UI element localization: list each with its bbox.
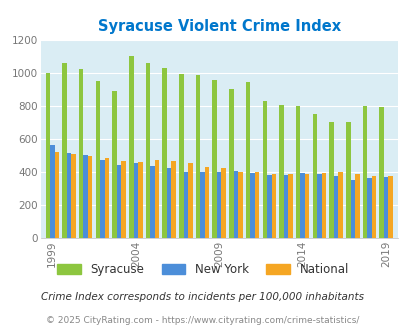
Bar <box>328 122 333 238</box>
Bar <box>304 174 309 238</box>
Bar <box>233 171 238 238</box>
Bar <box>79 69 83 238</box>
Bar <box>295 106 300 238</box>
Bar <box>388 176 392 238</box>
Bar <box>112 91 117 238</box>
Bar <box>179 74 183 238</box>
Bar <box>367 178 371 238</box>
Bar <box>271 174 275 238</box>
Bar <box>88 156 92 238</box>
Bar <box>279 105 283 238</box>
Bar <box>133 163 138 238</box>
Bar <box>188 163 192 238</box>
Bar <box>45 73 50 238</box>
Bar <box>100 160 104 238</box>
Bar <box>354 174 359 238</box>
Bar <box>154 160 159 238</box>
Bar <box>266 175 271 238</box>
Bar <box>262 101 266 238</box>
Bar <box>104 158 109 238</box>
Bar <box>54 152 59 238</box>
Bar <box>171 161 175 238</box>
Bar <box>300 173 304 238</box>
Bar <box>117 165 121 238</box>
Bar <box>183 172 188 238</box>
Bar <box>383 178 388 238</box>
Bar <box>195 75 200 238</box>
Bar <box>362 106 367 238</box>
Bar <box>66 153 71 238</box>
Bar <box>312 114 316 238</box>
Bar <box>333 176 337 238</box>
Text: Crime Index corresponds to incidents per 100,000 inhabitants: Crime Index corresponds to incidents per… <box>41 292 364 302</box>
Bar <box>379 107 383 238</box>
Bar <box>62 63 66 238</box>
Bar <box>145 63 150 238</box>
Bar <box>71 154 76 238</box>
Bar <box>212 80 216 238</box>
Bar <box>129 56 133 238</box>
Bar <box>216 172 221 238</box>
Bar <box>166 168 171 238</box>
Bar <box>221 168 226 238</box>
Bar <box>254 172 259 238</box>
Bar <box>316 174 321 238</box>
Bar <box>150 166 154 238</box>
Bar <box>337 172 342 238</box>
Bar <box>238 172 242 238</box>
Bar <box>162 68 166 238</box>
Bar <box>95 81 100 238</box>
Bar <box>204 167 209 238</box>
Bar <box>345 122 350 238</box>
Bar <box>138 162 142 238</box>
Text: © 2025 CityRating.com - https://www.cityrating.com/crime-statistics/: © 2025 CityRating.com - https://www.city… <box>46 315 359 325</box>
Bar <box>321 173 325 238</box>
Title: Syracuse Violent Crime Index: Syracuse Violent Crime Index <box>98 19 340 34</box>
Bar <box>50 145 54 238</box>
Legend: Syracuse, New York, National: Syracuse, New York, National <box>52 258 353 281</box>
Bar <box>288 174 292 238</box>
Bar <box>283 175 288 238</box>
Bar <box>121 161 126 238</box>
Bar <box>350 180 354 238</box>
Bar <box>371 176 375 238</box>
Bar <box>245 82 250 238</box>
Bar <box>200 172 204 238</box>
Bar <box>83 155 88 238</box>
Bar <box>250 173 254 238</box>
Bar <box>228 89 233 238</box>
